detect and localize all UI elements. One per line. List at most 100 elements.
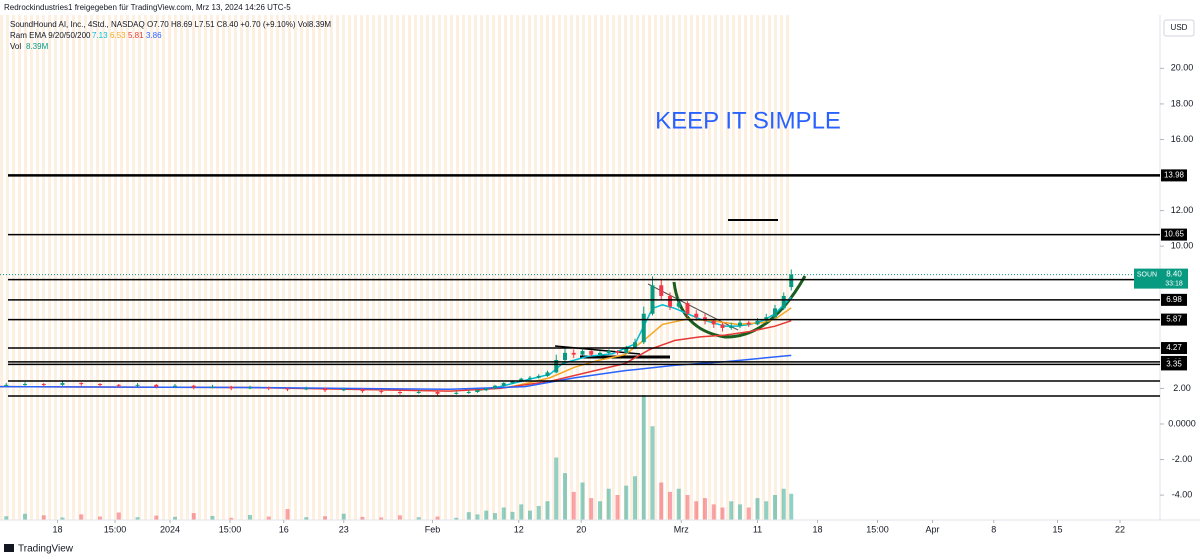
volume-bar	[563, 473, 567, 520]
candle-body	[79, 383, 84, 385]
price-tag-countdown: 33:18	[1165, 280, 1183, 287]
candle-body	[360, 389, 365, 392]
candle-body	[248, 387, 252, 389]
volume-bar	[341, 513, 346, 520]
volume-bar	[711, 504, 716, 520]
session-shading	[0, 15, 790, 520]
candle-body	[694, 313, 699, 318]
level-label-box	[1161, 342, 1187, 355]
volume-bar	[650, 426, 655, 520]
vol-label: Vol	[10, 42, 21, 51]
candle-body	[729, 326, 734, 328]
candle-body	[563, 352, 567, 360]
vol-value: 8.39M	[26, 42, 49, 51]
level-label-box	[1161, 293, 1187, 306]
candle-body	[711, 320, 716, 325]
ema-legend-value: 6.53	[110, 31, 126, 40]
volume-bar	[248, 515, 252, 520]
x-tick-label: Mrz	[674, 524, 689, 534]
price-tag-box	[1134, 268, 1188, 289]
candle-body	[323, 388, 327, 391]
volume-bar	[173, 516, 177, 520]
y-tick-label: 12.00	[1171, 205, 1194, 215]
candle-body	[545, 372, 550, 376]
volume-bar	[4, 516, 9, 520]
volume-bar	[781, 488, 786, 520]
volume-bar	[116, 512, 121, 520]
candle-body	[589, 351, 594, 355]
y-tick-label: 2.00	[1173, 383, 1191, 393]
volume-bar	[266, 516, 271, 520]
currency-box	[1163, 19, 1195, 37]
volume-bar	[773, 495, 777, 520]
brand: TradingView	[18, 544, 74, 555]
candle-body	[633, 342, 637, 348]
volume-bar	[191, 513, 196, 520]
candle-body	[676, 303, 681, 307]
volume-bar	[685, 495, 690, 520]
level-label-box	[1161, 228, 1187, 241]
x-tick-label: 15:00	[866, 524, 889, 534]
volume-bar	[738, 504, 742, 520]
candle-body	[755, 320, 760, 325]
candle-body	[641, 313, 646, 343]
volume-bar	[589, 498, 594, 520]
volume-bar	[729, 501, 734, 520]
candle-body	[519, 378, 524, 382]
level-label-box	[1161, 358, 1187, 371]
volume-bar	[580, 482, 585, 520]
volume-bar	[484, 510, 489, 520]
x-tick-label: 15	[1052, 524, 1062, 534]
candle-body	[624, 347, 629, 353]
level-label: 5.87	[1166, 315, 1182, 324]
candle-body	[668, 295, 672, 307]
ema-line	[0, 319, 792, 392]
level-label-box	[1161, 169, 1187, 182]
volume-bar	[501, 507, 506, 520]
candle-body	[615, 351, 620, 353]
candle-body	[781, 295, 786, 309]
volume-bar	[493, 513, 497, 520]
level-label-box	[1161, 313, 1187, 326]
y-tick-label: -2.00	[1172, 454, 1193, 464]
volume-bar	[510, 511, 515, 520]
volume-bar	[545, 501, 550, 520]
candle-body	[23, 383, 27, 385]
volume-bar	[23, 513, 27, 520]
volume-bar	[210, 515, 215, 520]
volume-bar	[519, 504, 524, 520]
ema-line	[0, 354, 792, 391]
ema-legend-value: 7.13	[92, 31, 108, 40]
volume-bar	[60, 517, 65, 520]
candle-body	[571, 352, 576, 355]
currency: USD	[1171, 23, 1188, 32]
volume-bar	[659, 482, 664, 520]
candle-body	[484, 388, 489, 391]
candle-body	[4, 384, 9, 386]
y-tick-label: -4.00	[1172, 489, 1193, 499]
volume-bar	[676, 488, 681, 520]
volume-bar	[416, 517, 421, 520]
candle-body	[341, 389, 346, 391]
candle-body	[746, 322, 751, 325]
volume-bar	[694, 501, 699, 520]
level-label: 13.98	[1164, 171, 1185, 180]
candle-body	[135, 384, 140, 386]
x-tick-label: 18	[812, 524, 822, 534]
candle-body	[685, 303, 690, 314]
candle-body	[493, 385, 497, 389]
annotation: KEEP IT SIMPLE	[655, 107, 841, 134]
x-tick-label: 8	[991, 524, 996, 534]
candle-body	[379, 391, 384, 393]
x-tick-label: 16	[279, 524, 289, 534]
x-tick-label: 15:00	[219, 524, 242, 534]
volume-bar	[615, 495, 620, 520]
candle-body	[501, 383, 506, 386]
x-tick-label: 22	[1115, 524, 1125, 534]
candle-body	[210, 386, 215, 388]
x-tick-label: 15:00	[104, 524, 127, 534]
volume-bar	[624, 485, 629, 520]
volume-bar	[454, 517, 459, 520]
candle-body	[173, 385, 177, 387]
